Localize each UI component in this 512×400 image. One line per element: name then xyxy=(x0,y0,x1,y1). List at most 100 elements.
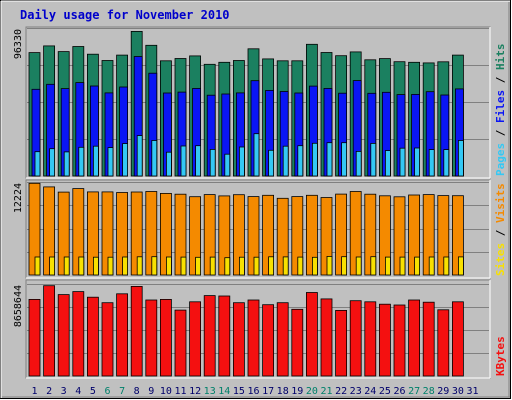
bar-visits xyxy=(393,196,406,276)
bar-kbytes xyxy=(276,302,289,377)
day-label: 20 xyxy=(306,386,318,397)
day-label: 25 xyxy=(379,386,391,397)
bar-visits xyxy=(174,193,187,276)
bar-sites xyxy=(63,256,70,276)
bar-kbytes xyxy=(130,285,143,377)
y-max-label: 12224 xyxy=(13,183,24,213)
bar-sites xyxy=(107,256,114,276)
panel-visits: 12224 Sites / Visits xyxy=(13,179,507,279)
day-label: 1 xyxy=(31,386,37,397)
bar-visits xyxy=(364,193,377,276)
bar-kbytes xyxy=(203,295,216,377)
bar-pages xyxy=(370,142,377,177)
day-label: 26 xyxy=(393,386,405,397)
bar-pages xyxy=(34,151,41,177)
bar-sites xyxy=(428,256,435,276)
bar-pages xyxy=(297,145,304,177)
day-label: 31 xyxy=(466,386,478,397)
bar-kbytes xyxy=(305,292,318,377)
bar-sites xyxy=(224,257,231,276)
bar-sites xyxy=(341,256,348,276)
day-label: 4 xyxy=(75,386,81,397)
bar-visits xyxy=(320,197,333,276)
bar-pages xyxy=(224,153,231,177)
day-label: 2 xyxy=(46,386,52,397)
bar-sites xyxy=(180,256,187,276)
bar-pages xyxy=(355,150,362,177)
bar-visits xyxy=(349,191,362,276)
panel-kbytes: 8658644 KBytes xyxy=(13,279,507,379)
bar-visits xyxy=(116,192,128,276)
bar-visits xyxy=(305,194,318,276)
bar-visits xyxy=(57,191,70,276)
bar-pages xyxy=(457,140,464,177)
bar-visits xyxy=(145,191,158,276)
day-label: 3 xyxy=(61,386,67,397)
chart-panels: 96330 Pages / Files / Hits 12224 Sites / Vi… xyxy=(13,26,507,379)
bar-sites xyxy=(268,256,275,276)
bar-kbytes xyxy=(364,301,377,377)
bar-sites xyxy=(297,256,304,276)
bar-sites xyxy=(370,256,377,276)
bar-sites xyxy=(49,256,55,276)
bar-visits xyxy=(72,188,85,276)
bar-pages xyxy=(399,147,406,177)
bar-sites xyxy=(165,256,172,276)
bar-pages xyxy=(253,133,260,177)
bar-pages xyxy=(107,147,114,177)
y-max-label: 8658644 xyxy=(13,285,24,327)
legend-visits: Visits xyxy=(494,183,507,223)
day-labels: 1 2 3 4 5 6 7 8 9 10 11 12 13 14 15 16 17 18 19 20 21 22 23 24 2… xyxy=(31,386,478,397)
bar-pages xyxy=(428,149,435,177)
bar-pages xyxy=(282,145,289,177)
bar-visits xyxy=(262,194,275,276)
bar-sites xyxy=(136,256,143,276)
bar-kbytes xyxy=(320,298,333,377)
bar-visits xyxy=(87,191,99,276)
bar-kbytes xyxy=(57,294,70,377)
bar-kbytes xyxy=(232,302,245,377)
bar-sites xyxy=(253,256,260,276)
bar-pages xyxy=(165,151,172,177)
day-label: 19 xyxy=(291,386,303,397)
day-label: 16 xyxy=(247,386,259,397)
bar-kbytes xyxy=(72,291,85,377)
bar-sites xyxy=(34,256,41,276)
bar-kbytes xyxy=(451,301,464,377)
legend-hits: Hits xyxy=(494,44,507,71)
bar-visits xyxy=(43,186,55,276)
bar-visits xyxy=(451,195,464,276)
day-label: 28 xyxy=(423,386,435,397)
bar-pages xyxy=(63,151,70,177)
bar-visits xyxy=(437,195,450,276)
day-label: 21 xyxy=(320,386,332,397)
bar-kbytes xyxy=(291,308,304,377)
day-label: 13 xyxy=(204,386,216,397)
bar-pages xyxy=(384,150,391,177)
bar-pages xyxy=(180,145,187,177)
day-label: 8 xyxy=(134,386,140,397)
bar-visits xyxy=(422,194,435,276)
day-label: 14 xyxy=(218,386,230,397)
panel-hits: 96330 Pages / Files / Hits xyxy=(13,26,507,179)
bar-kbytes xyxy=(189,301,202,377)
bar-kbytes xyxy=(87,296,99,377)
bar-kbytes xyxy=(408,299,421,377)
bar-kbytes xyxy=(43,285,55,377)
y-max-label: 96330 xyxy=(13,29,24,59)
bar-sites xyxy=(238,256,245,276)
bar-sites xyxy=(457,256,464,276)
bar-visits xyxy=(189,196,202,276)
bar-visits xyxy=(291,196,304,276)
bar-pages xyxy=(443,149,450,177)
bar-visits xyxy=(232,194,245,276)
bar-pages xyxy=(49,148,55,177)
day-label: 6 xyxy=(104,386,110,397)
bar-sites xyxy=(151,256,158,276)
bar-pages xyxy=(195,145,202,177)
bar-pages xyxy=(122,143,128,177)
day-label: 7 xyxy=(119,386,125,397)
legend: Pages / Files / Hits xyxy=(494,44,507,177)
bar-kbytes xyxy=(145,299,158,377)
